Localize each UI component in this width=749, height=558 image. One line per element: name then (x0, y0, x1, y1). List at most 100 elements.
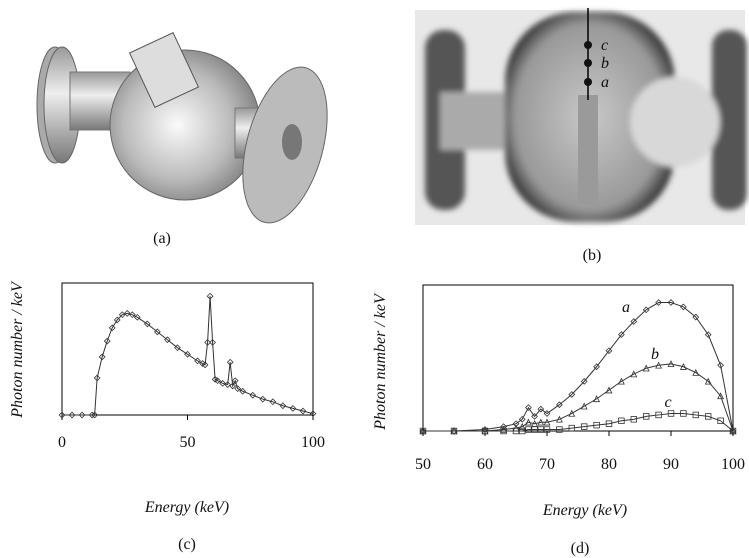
marker (680, 410, 687, 417)
x-axis-label: Energy (keV) (144, 499, 229, 516)
marker (704, 377, 712, 385)
marker (78, 411, 86, 419)
marker (299, 407, 307, 415)
marker (512, 427, 520, 435)
marker (537, 426, 544, 433)
marker (500, 427, 507, 435)
series-label: b (651, 346, 659, 363)
series-line (423, 302, 734, 432)
point-dot (584, 41, 592, 49)
marker (680, 303, 687, 311)
marker (128, 311, 136, 319)
marker (580, 402, 588, 410)
marker (692, 313, 700, 321)
panel-b-radiograph (415, 8, 747, 225)
marker (537, 418, 545, 426)
marker (655, 299, 662, 306)
marker (531, 426, 538, 433)
y-axis-label: Photon number / keV (9, 280, 26, 419)
x-tick-label: 100 (301, 434, 325, 451)
x-tick-label: 50 (180, 434, 196, 451)
marker (289, 405, 297, 412)
marker (593, 363, 600, 371)
marker (531, 413, 538, 420)
marker (419, 427, 427, 435)
marker (481, 427, 489, 435)
marker (519, 427, 526, 435)
marker (692, 411, 699, 419)
point-label: b (601, 55, 609, 72)
point-label: a (601, 74, 609, 91)
marker (194, 357, 201, 365)
panel-caption: (c) (178, 536, 196, 553)
marker (717, 392, 725, 400)
x-tick-label: 90 (663, 456, 679, 473)
marker (593, 421, 600, 429)
marker (91, 411, 98, 419)
marker (704, 331, 712, 339)
marker (543, 410, 551, 417)
marker (279, 402, 287, 410)
marker (450, 427, 458, 435)
marker (679, 363, 687, 370)
plot-frame (422, 284, 734, 432)
marker (224, 381, 232, 389)
marker (618, 331, 625, 339)
marker (229, 382, 237, 390)
marker (269, 398, 277, 406)
marker (209, 339, 216, 346)
marker (164, 336, 171, 344)
marker (259, 395, 267, 403)
x-tick-label: 60 (477, 456, 493, 473)
marker (93, 374, 101, 382)
marker (537, 405, 545, 413)
marker (481, 426, 489, 433)
panel-a-render (36, 32, 328, 224)
marker (667, 360, 675, 368)
marker (717, 361, 724, 369)
marker (206, 292, 214, 300)
marker (123, 309, 131, 317)
marker (556, 426, 563, 433)
marker (518, 422, 526, 430)
marker (174, 344, 181, 352)
marker (555, 415, 563, 423)
marker (642, 364, 650, 372)
marker (184, 350, 191, 358)
marker (226, 358, 234, 366)
x-tick-label: 100 (721, 456, 745, 473)
marker (630, 416, 637, 423)
marker (525, 404, 532, 412)
marker (605, 420, 613, 427)
marker (118, 311, 126, 319)
marker (568, 424, 575, 432)
marker (717, 417, 724, 424)
marker (605, 347, 613, 355)
marker (643, 413, 650, 420)
marker (580, 377, 588, 385)
point-dot (584, 59, 592, 67)
marker (234, 385, 242, 392)
marker (231, 377, 239, 385)
marker (88, 411, 96, 419)
marker (667, 410, 675, 417)
point-dot (584, 78, 592, 86)
marker (500, 425, 508, 433)
marker (630, 370, 638, 378)
marker (655, 411, 662, 419)
plot-frame (61, 282, 314, 416)
series-line (423, 363, 734, 432)
panel-caption: (b) (583, 247, 602, 264)
marker (133, 313, 141, 321)
marker (204, 339, 211, 346)
marker (154, 328, 161, 336)
marker (98, 353, 106, 361)
marker (705, 413, 712, 420)
marker (239, 387, 247, 395)
marker (543, 426, 551, 433)
marker (617, 377, 625, 385)
x-tick-label: 50 (415, 456, 431, 473)
x-tick-label: 80 (601, 456, 617, 473)
marker (113, 316, 121, 324)
